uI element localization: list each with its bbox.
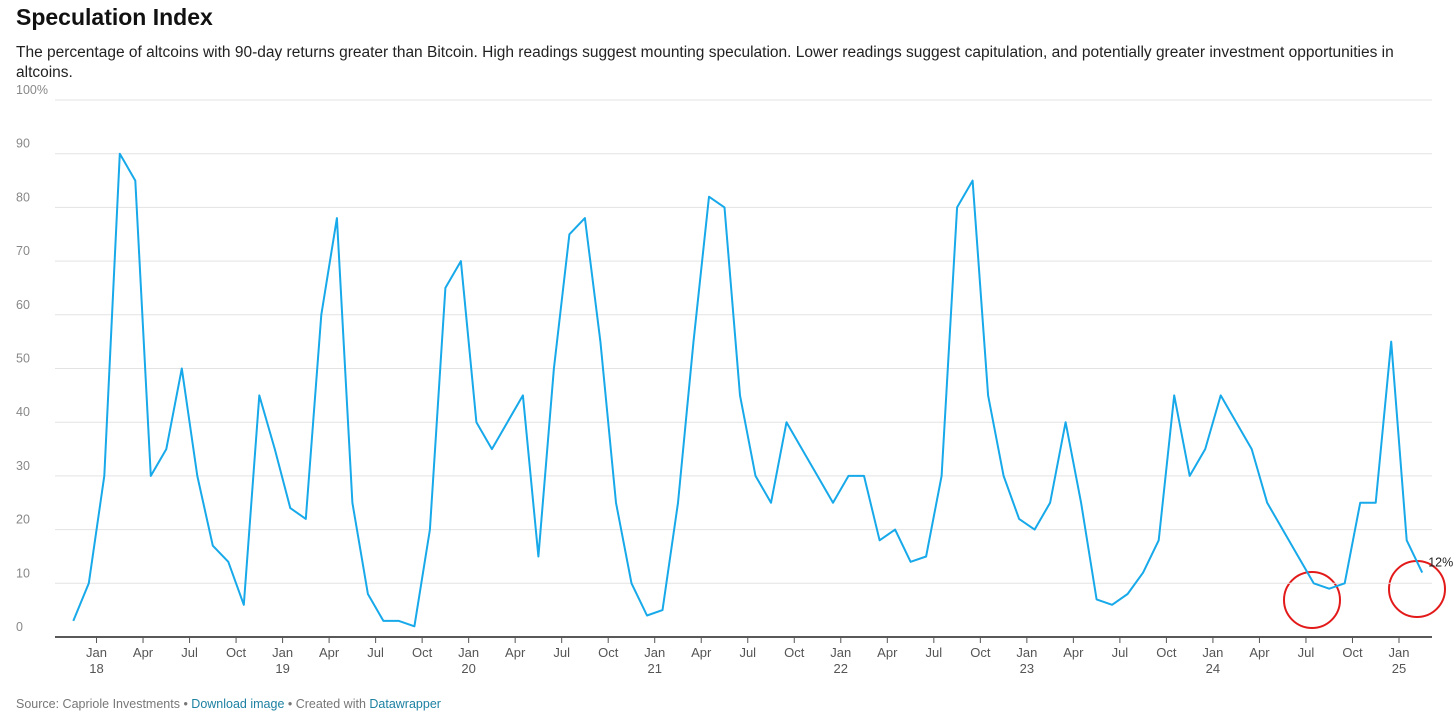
y-tick-label: 20	[16, 513, 30, 527]
y-tick-label: 100%	[16, 83, 48, 97]
x-tick-label: Oct	[598, 645, 619, 660]
x-tick-year: 22	[834, 661, 848, 676]
x-tick-year: 19	[275, 661, 289, 676]
x-tick-label: Apr	[1249, 645, 1270, 660]
x-tick-label: Jul	[367, 645, 384, 660]
x-tick-label: Jul	[739, 645, 756, 660]
x-tick-year: 20	[461, 661, 475, 676]
x-tick-label: Jan	[1016, 645, 1037, 660]
y-tick-label: 60	[16, 298, 30, 312]
x-tick-label: Oct	[970, 645, 991, 660]
x-tick-label: Jan	[272, 645, 293, 660]
x-tick-label: Jul	[926, 645, 943, 660]
x-tick-label: Apr	[691, 645, 712, 660]
x-tick-label: Jul	[1112, 645, 1129, 660]
x-tick-label: Jan	[644, 645, 665, 660]
x-tick-year: 24	[1206, 661, 1220, 676]
chart-subtitle: The percentage of altcoins with 90-day r…	[16, 44, 1394, 81]
y-tick-label: 80	[16, 190, 30, 204]
chart-title: Speculation Index	[16, 4, 213, 30]
separator: •	[179, 697, 192, 711]
source: Source: Capriole Investments	[16, 697, 180, 711]
x-tick-label: Jan	[830, 645, 851, 660]
x-tick-label: Oct	[1156, 645, 1177, 660]
x-tick-label: Apr	[319, 645, 340, 660]
footer: Source: Capriole Investments • Download …	[16, 697, 441, 711]
download-link[interactable]: Download image	[191, 697, 285, 711]
x-tick-label: Jul	[181, 645, 198, 660]
datawrapper-link[interactable]: Datawrapper	[369, 697, 441, 711]
y-tick-label: 30	[16, 459, 30, 473]
annotation: 12%	[1428, 556, 1453, 570]
y-tick-label: 50	[16, 352, 30, 366]
x-tick-label: Jan	[458, 645, 479, 660]
x-tick-year: 18	[89, 661, 103, 676]
y-tick-label: 10	[16, 566, 30, 580]
x-tick-label: Jan	[86, 645, 107, 660]
x-tick-year: 21	[647, 661, 661, 676]
x-tick-year: 23	[1020, 661, 1034, 676]
separator: • Created with	[284, 697, 370, 711]
data-line	[72, 152, 1424, 628]
x-tick-label: Jan	[1389, 645, 1410, 660]
x-tick-label: Jul	[553, 645, 570, 660]
y-tick-label: 0	[16, 620, 23, 634]
x-tick-label: Jan	[1202, 645, 1223, 660]
y-tick-label: 90	[16, 137, 30, 151]
y-tick-label: 40	[16, 405, 30, 419]
x-tick-label: Oct	[1342, 645, 1363, 660]
x-tick-label: Oct	[784, 645, 805, 660]
x-tick-label: Apr	[877, 645, 898, 660]
x-tick-year: 25	[1392, 661, 1406, 676]
x-tick-label: Apr	[133, 645, 154, 660]
y-tick-label: 70	[16, 244, 30, 258]
x-tick-label: Oct	[226, 645, 247, 660]
highlight-circle	[1283, 571, 1341, 629]
x-tick-label: Jul	[1298, 645, 1315, 660]
x-tick-label: Oct	[412, 645, 433, 660]
x-tick-label: Apr	[1063, 645, 1084, 660]
x-tick-label: Apr	[505, 645, 526, 660]
